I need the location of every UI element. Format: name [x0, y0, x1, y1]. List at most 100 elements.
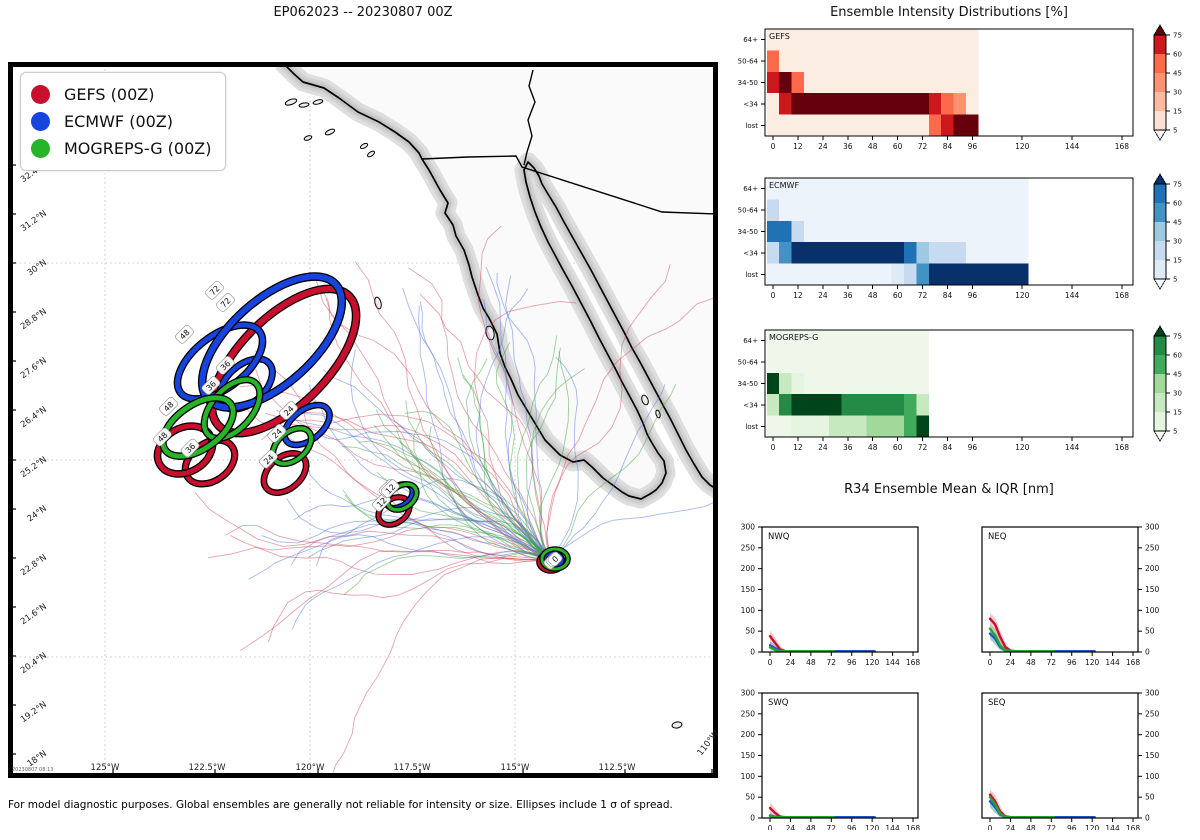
track-member	[230, 535, 551, 575]
track-member	[291, 536, 551, 630]
intensity-row-label: lost	[745, 271, 758, 279]
r34-y-tick: 200	[741, 564, 756, 573]
intensity-x-tick: 144	[1065, 443, 1080, 452]
intensity-x-tick: 84	[943, 142, 953, 151]
r34-x-tick: 96	[1067, 824, 1077, 830]
legend-row-mogreps: MOGREPS-G (00Z)	[31, 135, 211, 162]
tau-chip: 36	[201, 376, 221, 395]
colorbar-band	[1154, 203, 1166, 222]
intensity-row-label: 50-64	[738, 207, 759, 215]
track-member	[549, 501, 715, 561]
heatmap-cell	[791, 93, 929, 115]
intensity-row-label: <34	[743, 401, 758, 409]
colorbar-tick: 30	[1173, 390, 1182, 398]
r34-y-tick: 300	[741, 523, 756, 532]
panel-name: SWQ	[768, 698, 789, 708]
r34-y-tick: 200	[1145, 564, 1160, 573]
map-legend: GEFS (00Z) ECMWF (00Z) MOGREPS-G (00Z)	[20, 72, 227, 171]
colorbar-tick: 60	[1173, 200, 1182, 208]
intensity-panel-GEFS: GEFS 64+ 50-64 34-50 <34 lost 0 12 24 36 48 60 72 84 9…	[738, 24, 1182, 151]
r34-y-tick: 150	[741, 585, 756, 594]
r34-y-tick: 50	[1145, 627, 1155, 636]
intensity-x-tick: 36	[843, 443, 853, 452]
tau-chip: 48	[153, 427, 172, 447]
colorbar-tick: 5	[1173, 428, 1177, 436]
island	[312, 99, 324, 105]
intensity-x-tick: 12	[793, 443, 803, 452]
track-member	[457, 357, 551, 561]
r34-y-tick: 300	[1145, 689, 1160, 698]
r34-y-tick: 100	[741, 606, 756, 615]
r34-x-tick: 0	[988, 824, 993, 830]
r34-x-tick: 48	[806, 658, 816, 667]
intensity-x-tick: 60	[893, 443, 903, 452]
gefs-dot-icon	[31, 85, 50, 104]
heatmap-cell	[928, 242, 954, 264]
track-member	[549, 356, 579, 561]
heatmap-cell	[779, 394, 792, 416]
track-member	[462, 374, 551, 561]
track-member	[525, 347, 561, 561]
island	[367, 150, 375, 158]
r34-y-tick: 150	[1145, 751, 1160, 760]
heatmap-cell	[791, 71, 805, 94]
r34-y-tick: 0	[750, 648, 755, 657]
heatmap-cell	[816, 415, 830, 437]
r34-x-tick: 72	[827, 658, 837, 667]
colorbar-band	[1154, 54, 1166, 73]
r34-y-tick: 50	[745, 793, 755, 802]
intensity-x-tick: 24	[818, 443, 828, 452]
mogreps-mean-line	[768, 646, 836, 653]
track-member	[358, 440, 551, 561]
heatmap-cell	[766, 242, 780, 264]
island	[485, 325, 495, 341]
track-member	[332, 557, 551, 775]
heatmap-cell	[791, 220, 805, 243]
intensity-x-tick: 96	[968, 291, 978, 300]
colorbar-band	[1154, 393, 1166, 412]
r34-panel-SWQ: SWQ 0 50 100 150 200 250 300 0 24 48 72 96 120 144 168	[741, 689, 921, 831]
r34-panel-NEQ: NEQ 0 50 100 150 200 250 300 0 24 48 72 96 120 144 168	[981, 523, 1160, 667]
colorbar-tick: 30	[1173, 238, 1182, 246]
heatmap-cell	[779, 71, 792, 94]
panel-name: GEFS	[769, 32, 790, 41]
heatmap-cell	[841, 394, 904, 416]
intensity-x-tick: 84	[943, 443, 953, 452]
ecmwf-dot-icon	[31, 112, 50, 131]
heatmap-cell	[791, 242, 904, 264]
tau-chip: 36	[215, 356, 235, 375]
r34-y-tick: 250	[741, 709, 756, 718]
track-member	[343, 553, 551, 596]
intensity-x-tick: 0	[771, 291, 776, 300]
r34-x-tick: 0	[988, 658, 993, 667]
creation-timestamp: 20230807 08:13	[12, 767, 54, 773]
lon-tick-label: 125°W	[90, 763, 120, 773]
intensity-x-tick: 168	[1115, 142, 1130, 151]
lon-tick-label: 117.5°W	[393, 763, 431, 773]
colorbar-tick: 60	[1173, 352, 1182, 360]
gefs-iqr-band	[770, 630, 791, 652]
heatmap-cell	[928, 263, 1029, 285]
panel-name: NEQ	[988, 532, 1007, 542]
mogreps-iqr-band	[990, 623, 1011, 652]
track-member	[373, 424, 551, 561]
r34-y-tick: 300	[741, 689, 756, 698]
r34-x-tick: 72	[827, 824, 837, 830]
r34-x-tick: 144	[1105, 824, 1120, 830]
track-member	[549, 384, 666, 561]
svg-text:0: 0	[550, 554, 560, 564]
r34-x-tick: 72	[1047, 824, 1057, 830]
heatmap-cell	[766, 50, 780, 72]
track-member	[413, 417, 551, 561]
r34-y-tick: 0	[1145, 814, 1150, 823]
r34-y-tick: 100	[741, 772, 756, 781]
r34-x-tick: 48	[806, 824, 816, 830]
r34-y-tick: 250	[741, 543, 756, 552]
r34-title: R34 Ensemble Mean & IQR [nm]	[844, 482, 1054, 497]
intensity-x-tick: 120	[1015, 291, 1030, 300]
heatmap-cell	[953, 114, 979, 136]
legend-label-ecmwf: ECMWF (00Z)	[64, 112, 173, 131]
intensity-x-tick: 60	[893, 291, 903, 300]
intensity-x-tick: 96	[968, 443, 978, 452]
heatmap-cell	[903, 263, 917, 285]
